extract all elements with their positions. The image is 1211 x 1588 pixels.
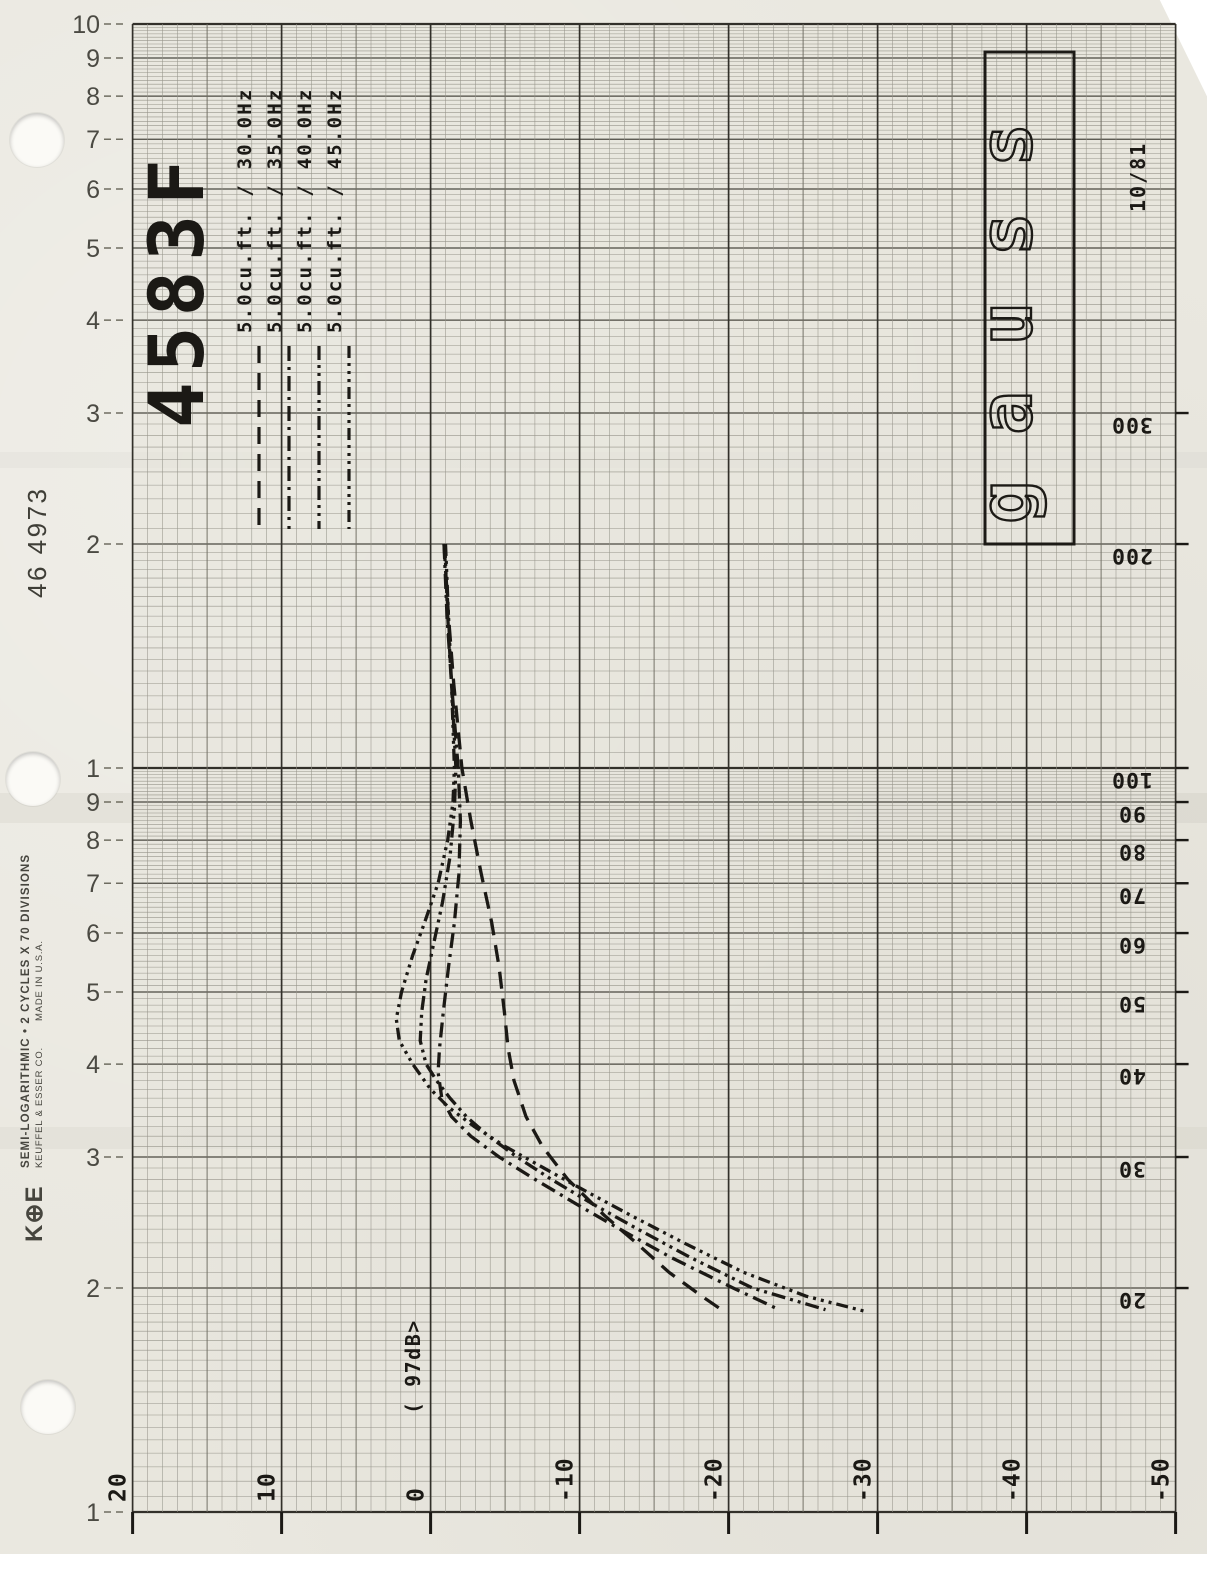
log-scale-label: 7 <box>86 870 100 898</box>
log-scale-label: 9 <box>86 45 100 73</box>
response-curves <box>394 543 867 1314</box>
legend-label: 5.0cu.ft. / 40.0Hz <box>294 87 316 333</box>
legend-label: 5.0cu.ft. / 45.0Hz <box>324 87 346 333</box>
plot-title: 4583F <box>132 149 221 428</box>
x-tick-label: 10 <box>255 1472 281 1502</box>
punch-hole <box>6 752 60 806</box>
frequency-label: 200 <box>1111 543 1153 568</box>
brand-company: KEUFFEL & ESSER CO. <box>34 1047 45 1168</box>
gauss-box-border <box>983 50 1076 546</box>
x-tick-label: 0 <box>404 1487 430 1502</box>
frequency-label: 30 <box>1118 1156 1146 1181</box>
frequency-label: 60 <box>1118 932 1146 957</box>
log-scale-label: 4 <box>86 307 100 335</box>
x-tick-label: -20 <box>702 1457 728 1502</box>
log-scale-label: 5 <box>86 235 100 263</box>
brand-line-1: SEMI-LOGARITHMIC • 2 CYCLES X 70 DIVISIO… <box>20 853 32 1168</box>
log-scale-label: 1 <box>86 1499 100 1527</box>
log-scale-label: 9 <box>86 789 100 817</box>
log-scale-label: 1 <box>86 755 100 783</box>
reference-level-label: ( 97dB> <box>401 1319 425 1414</box>
curve-300Hz <box>442 543 726 1313</box>
punch-hole <box>10 113 64 167</box>
frequency-label: 40 <box>1118 1063 1146 1088</box>
x-tick-label: -30 <box>851 1457 877 1502</box>
x-tick-label: -10 <box>553 1457 579 1502</box>
frequency-label: 50 <box>1118 991 1146 1016</box>
log-scale-label: 6 <box>86 176 100 204</box>
log-scale-label: 8 <box>86 827 100 855</box>
log-scale-label: 5 <box>86 979 100 1007</box>
punch-hole <box>21 1380 75 1434</box>
log-scale-label: 10 <box>72 11 100 39</box>
curve-450Hz <box>394 543 867 1314</box>
frequency-label: 70 <box>1118 882 1146 907</box>
log-scale-label: 3 <box>86 1144 100 1172</box>
log-scale-label: 8 <box>86 83 100 111</box>
legend-label: 5.0cu.ft. / 30.0Hz <box>234 87 256 333</box>
legend: 5.0cu.ft. / 30.0Hz 5.0cu.ft. / 35.0Hz 5.0c… <box>234 87 351 529</box>
log-scale-label: 2 <box>86 1275 100 1303</box>
x-tick-label: -40 <box>1000 1457 1026 1502</box>
legend-label: 5.0cu.ft. / 35.0Hz <box>264 87 286 333</box>
frequency-label: 100 <box>1111 767 1153 792</box>
frequency-label: 80 <box>1118 839 1146 864</box>
log-scale-label: 3 <box>86 400 100 428</box>
catalog-number: 46 4973 <box>22 486 52 598</box>
x-tick-label: -50 <box>1149 1457 1175 1502</box>
grid-lines <box>131 22 1177 1514</box>
plot-date: 10/81 <box>1126 141 1150 212</box>
log-scale-label: 2 <box>86 531 100 559</box>
curve-350Hz <box>436 543 781 1312</box>
ke-logo: K⊕E <box>21 1185 48 1242</box>
paper-brand-text: SEMI-LOGARITHMIC • 2 CYCLES X 70 DIVISIO… <box>20 854 45 1168</box>
frequency-label: 300 <box>1111 412 1153 437</box>
log-scale-label: 6 <box>86 920 100 948</box>
frequency-label: 90 <box>1118 801 1146 826</box>
brand-logo-box: gauss <box>963 50 1076 546</box>
gauss-logo-text: gauss <box>964 77 1048 524</box>
frequency-label: 20 <box>1118 1287 1146 1312</box>
axis-labels: 20 10 0 -10 -20 -30 -40 -5030020010090807060504… <box>72 11 1189 1534</box>
brand-made-in: MADE IN U.S.A. <box>34 940 45 1022</box>
log-scale-label: 7 <box>86 126 100 154</box>
x-tick-label: 20 <box>106 1472 132 1502</box>
brand-line-2: KEUFFEL & ESSER CO. MADE IN U.S.A. <box>34 854 45 1168</box>
log-scale-label: 4 <box>86 1051 100 1079</box>
